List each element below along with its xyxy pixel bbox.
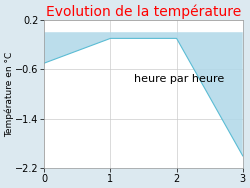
Y-axis label: Température en °C: Température en °C xyxy=(4,52,14,137)
Text: heure par heure: heure par heure xyxy=(134,74,224,84)
Title: Evolution de la température: Evolution de la température xyxy=(46,4,241,19)
